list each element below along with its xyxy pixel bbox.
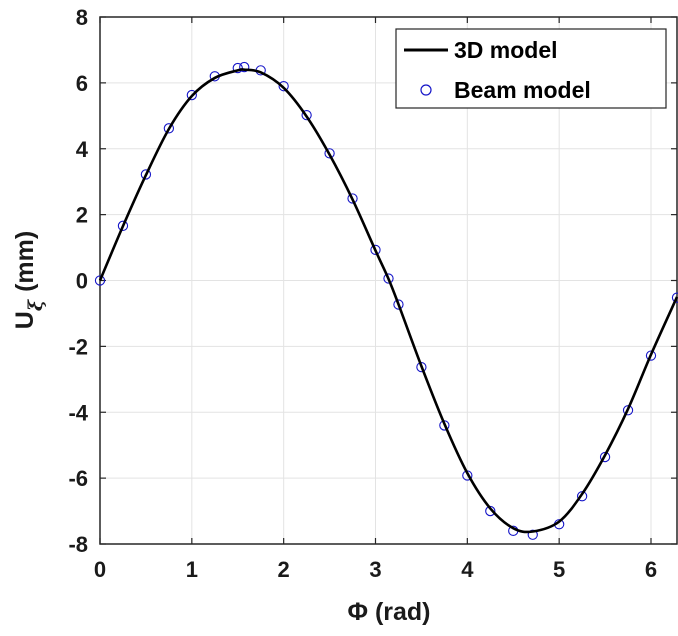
data-point-beam-model	[370, 244, 381, 256]
y-tick-label: 8	[76, 5, 88, 30]
data-point-beam-model	[163, 123, 175, 134]
data-point-beam-model	[671, 292, 678, 303]
x-tick-label: 6	[645, 557, 657, 582]
data-point-beam-model	[393, 299, 404, 310]
data-point-beam-model	[383, 273, 394, 284]
series-line-3d-model	[98, 68, 678, 534]
y-axis-label-unit: (mm)	[11, 231, 39, 292]
data-point-beam-model	[622, 405, 634, 416]
x-tick-label: 5	[553, 557, 565, 582]
y-tick-label: -6	[68, 466, 88, 491]
legend-label-3d-model: 3D model	[454, 37, 558, 63]
y-tick-label: 2	[76, 203, 88, 228]
data-point-beam-model	[117, 220, 129, 231]
series-beam-model	[94, 61, 678, 540]
data-point-beam-model	[239, 61, 250, 73]
data-point-beam-model	[301, 110, 312, 121]
legend-box	[395, 28, 667, 109]
y-axis-label-subscript: ξ	[25, 298, 47, 311]
data-point-beam-model	[645, 350, 657, 361]
data-point-beam-model	[347, 193, 358, 204]
svg-text:Uξ(mm): Uξ (mm)	[11, 231, 47, 329]
y-tick-label: -4	[68, 400, 88, 425]
y-tick-label: 4	[76, 137, 89, 162]
x-tick-label: 3	[369, 557, 381, 582]
x-axis-label: Φ (rad)	[347, 598, 430, 626]
y-tick-label: -8	[68, 532, 88, 557]
y-tick-labels: -8 -6 -4 -2 0 2 4 6 8	[68, 5, 88, 557]
x-tick-label: 0	[94, 557, 106, 582]
data-point-beam-model	[186, 89, 197, 101]
data-point-beam-model	[324, 148, 335, 159]
x-tick-label: 1	[186, 557, 198, 582]
x-tick-label: 4	[461, 557, 474, 582]
y-tick-label: 6	[76, 71, 88, 96]
x-tick-labels: 0 1 2 3 4 5 6	[94, 557, 657, 582]
y-axis-label: Uξ (mm)	[11, 231, 47, 329]
y-tick-label: 0	[76, 269, 88, 294]
legend-marker-swatch	[420, 84, 432, 96]
data-point-beam-model	[232, 62, 243, 74]
x-tick-label: 2	[278, 557, 290, 582]
data-point-beam-model	[140, 169, 152, 180]
data-point-beam-model	[94, 275, 106, 286]
y-tick-marks	[100, 16, 677, 545]
x-tick-marks	[99, 17, 652, 544]
y-tick-label: -2	[68, 334, 88, 359]
series-layer	[94, 61, 678, 540]
y-axis-label-main: U	[11, 311, 39, 329]
data-point-beam-model	[278, 81, 289, 92]
legend-label-beam-model: Beam model	[454, 77, 591, 103]
legend: 3D model Beam model	[395, 28, 667, 109]
